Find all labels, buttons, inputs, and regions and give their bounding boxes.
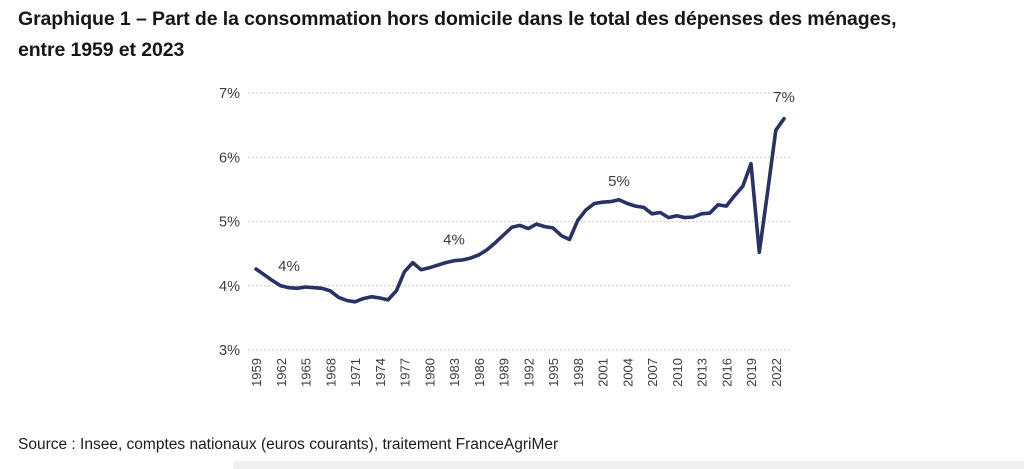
- y-axis-label: 7%: [219, 86, 240, 102]
- x-axis-label: 2022: [769, 358, 784, 387]
- annotation-label: 7%: [773, 89, 795, 106]
- x-axis-label: 1992: [521, 358, 536, 387]
- page-divider-bar: [233, 461, 1024, 469]
- annotation-label: 4%: [443, 231, 465, 248]
- x-axis-label: 1971: [348, 358, 363, 387]
- x-axis-label: 1986: [472, 358, 487, 387]
- x-axis-label: 1980: [422, 358, 437, 387]
- x-axis-label: 1965: [299, 358, 314, 387]
- x-axis-label: 1974: [373, 358, 388, 387]
- annotation-label: 5%: [608, 173, 630, 190]
- x-axis-label: 2016: [719, 358, 734, 387]
- x-axis-label: 2001: [596, 358, 611, 387]
- x-axis-label: 1959: [249, 358, 264, 387]
- x-axis-label: 2004: [620, 358, 635, 387]
- x-axis-label: 2007: [645, 358, 660, 387]
- chart-title: Graphique 1 – Part de la consommation ho…: [18, 4, 1018, 66]
- chart-title-line2: entre 1959 et 2023: [18, 39, 185, 61]
- x-axis-label: 1968: [323, 358, 338, 387]
- x-axis-label: 1998: [571, 358, 586, 387]
- y-axis-label: 5%: [219, 215, 240, 231]
- x-axis-label: 1995: [546, 358, 561, 387]
- x-axis-label: 1962: [274, 358, 289, 387]
- x-axis-label: 2010: [670, 358, 685, 387]
- x-axis-label: 1983: [447, 358, 462, 387]
- x-axis-label: 2013: [695, 358, 710, 387]
- y-axis-label: 3%: [219, 343, 240, 359]
- x-axis-label: 1989: [497, 358, 512, 387]
- y-axis-label: 6%: [219, 150, 240, 166]
- source-caption: Source : Insee, comptes nationaux (euros…: [18, 436, 559, 453]
- data-line: [254, 116, 786, 304]
- y-axis-label: 4%: [219, 279, 240, 295]
- x-axis-label: 1977: [398, 358, 413, 387]
- annotation-label: 4%: [278, 258, 300, 275]
- x-axis-label: 2019: [744, 358, 759, 387]
- chart-title-line1: Graphique 1 – Part de la consommation ho…: [18, 8, 897, 30]
